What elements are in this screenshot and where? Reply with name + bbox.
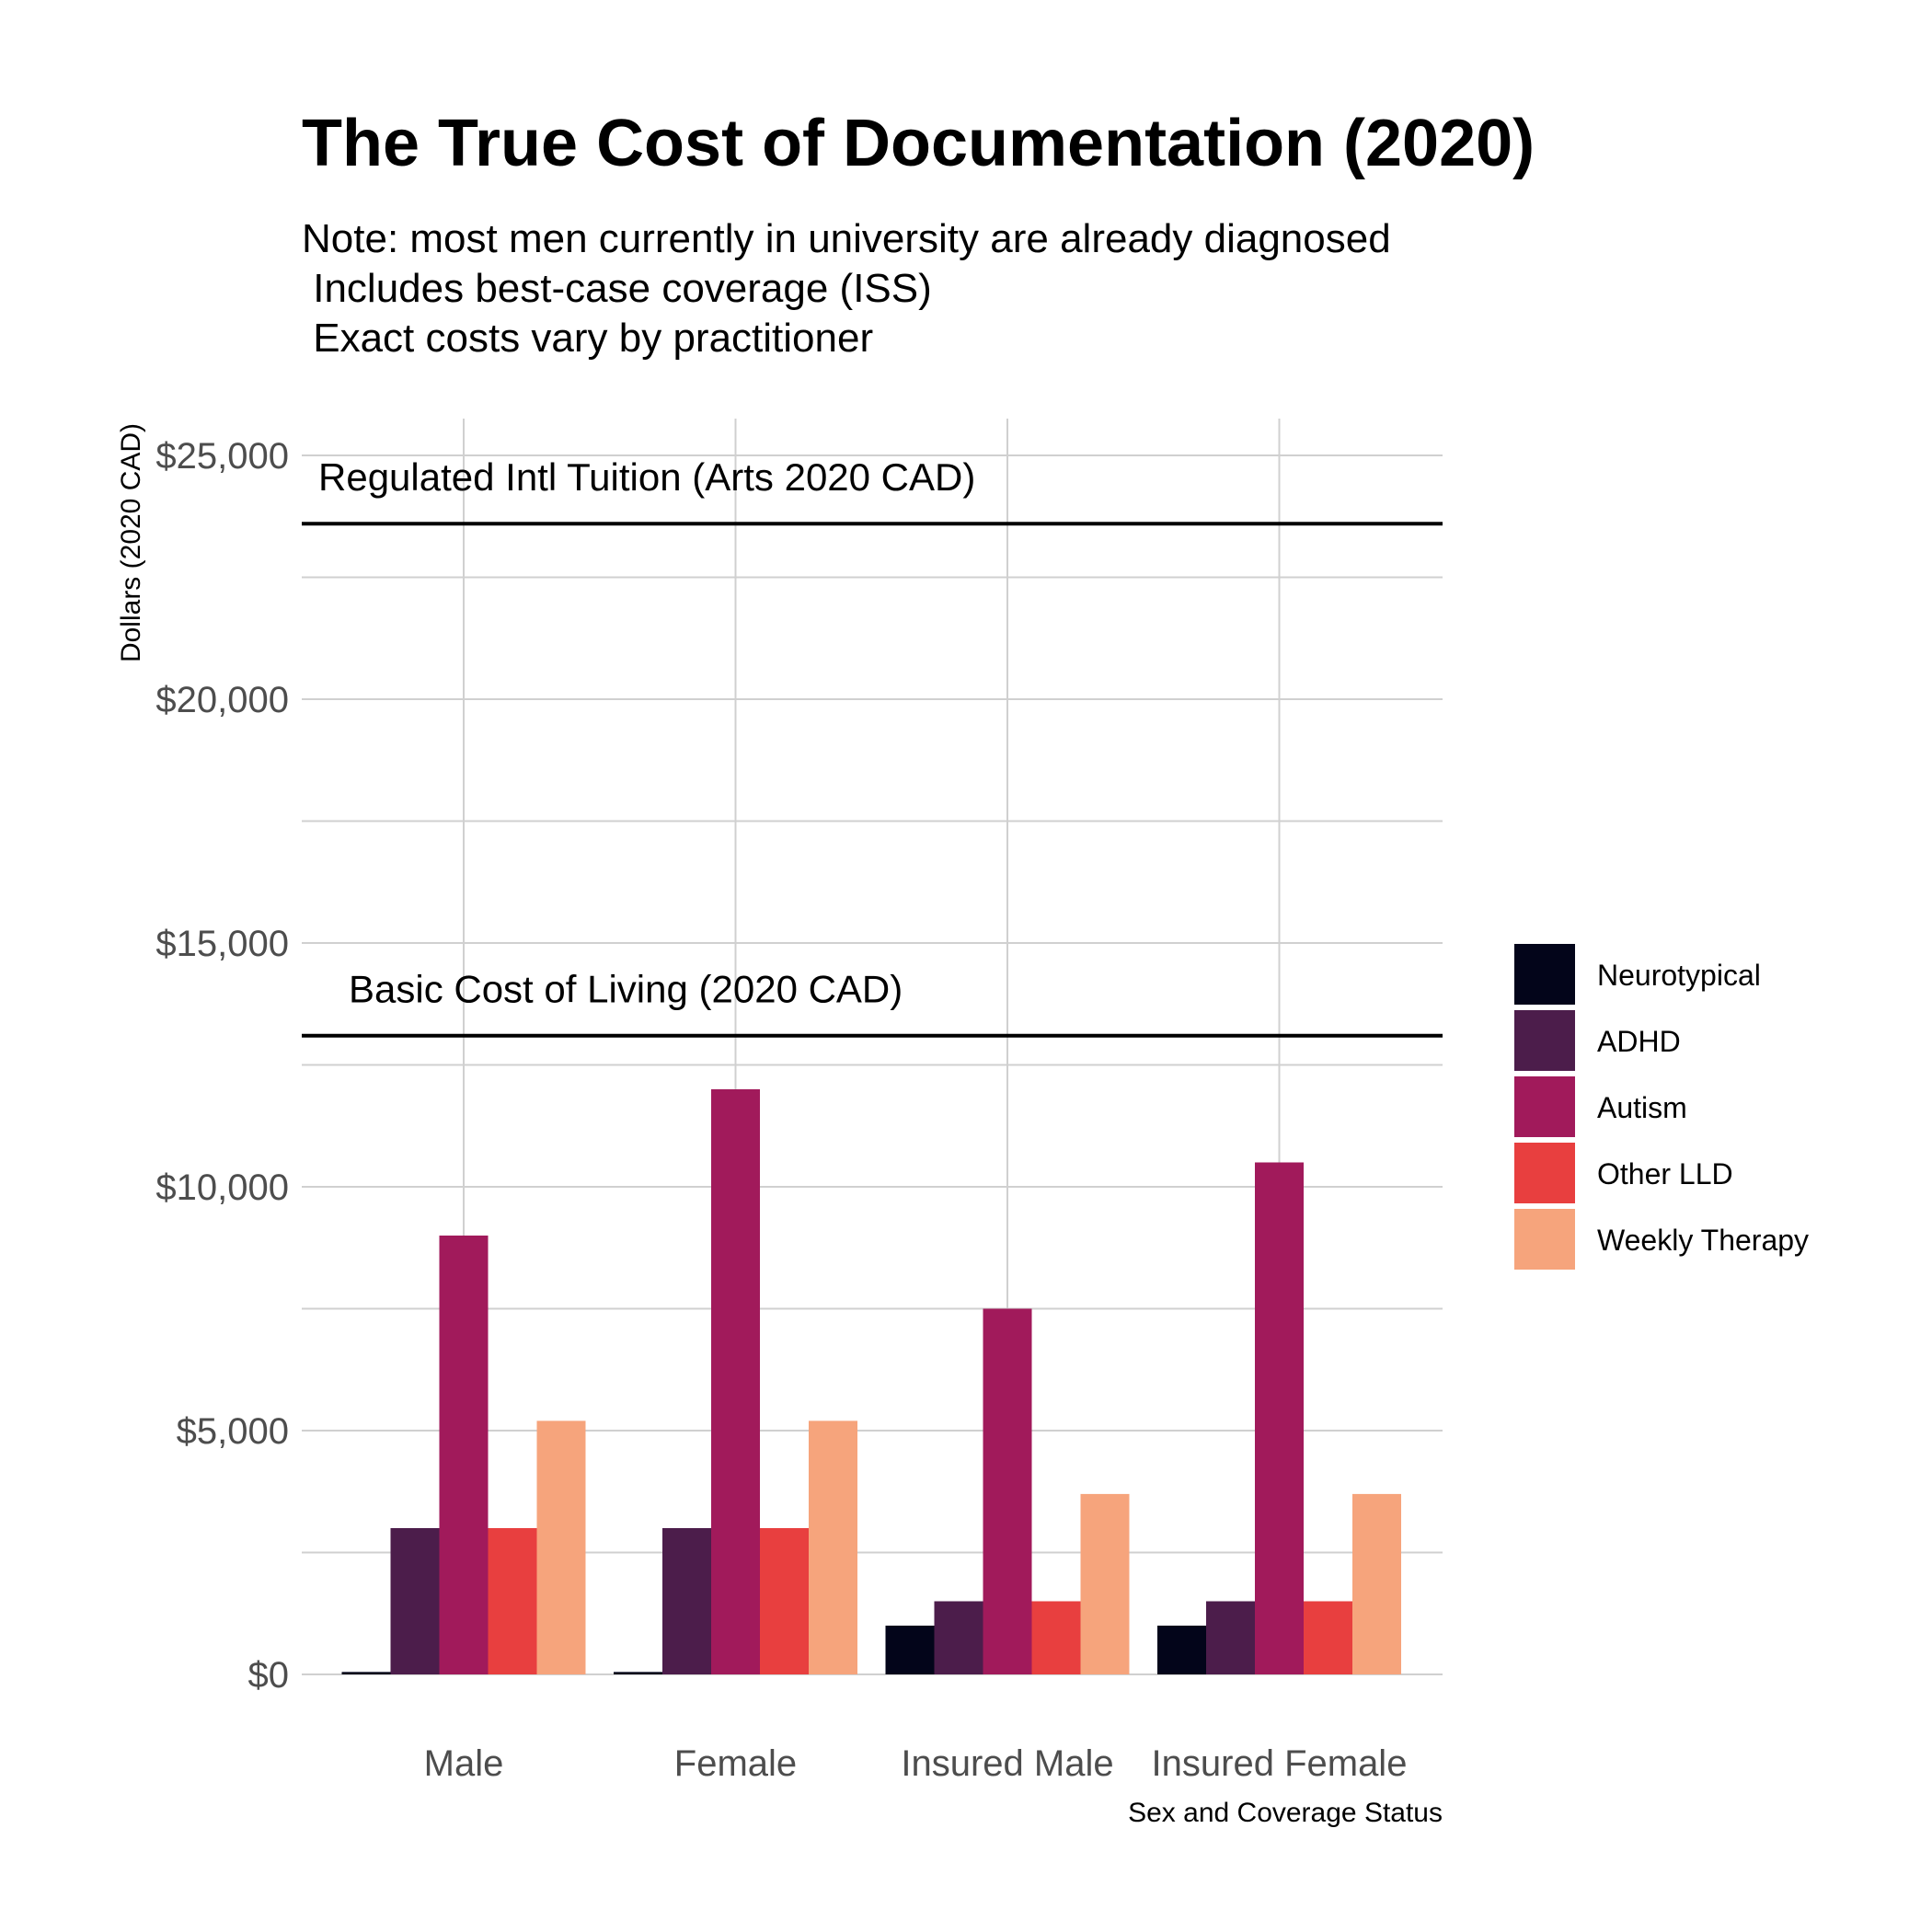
bars bbox=[341, 1089, 1401, 1674]
bar bbox=[341, 1672, 391, 1674]
bar bbox=[488, 1528, 537, 1674]
bar bbox=[536, 1420, 586, 1674]
bar bbox=[983, 1308, 1032, 1674]
x-tick-label: Male bbox=[424, 1743, 504, 1784]
bar bbox=[1206, 1601, 1255, 1674]
y-tick-label: $20,000 bbox=[155, 680, 289, 720]
bar bbox=[711, 1089, 760, 1674]
bar bbox=[934, 1601, 983, 1674]
legend-swatch bbox=[1514, 944, 1575, 1005]
bar bbox=[390, 1528, 440, 1674]
legend-swatch bbox=[1514, 1010, 1575, 1071]
chart-subtitle-line-2: Includes best-case coverage (ISS) bbox=[302, 266, 932, 311]
legend-label: Autism bbox=[1597, 1091, 1687, 1124]
y-tick-label: $25,000 bbox=[155, 436, 289, 477]
bar bbox=[1080, 1493, 1130, 1674]
x-tick-label: Insured Female bbox=[1152, 1743, 1408, 1784]
legend-swatch bbox=[1514, 1209, 1575, 1270]
y-tick-label: $10,000 bbox=[155, 1167, 289, 1208]
y-tick-label: $15,000 bbox=[155, 924, 289, 964]
bar bbox=[1255, 1162, 1304, 1674]
y-tick-label: $5,000 bbox=[177, 1411, 289, 1452]
chart-title: The True Cost of Documentation (2020) bbox=[302, 107, 1535, 180]
bar bbox=[439, 1236, 489, 1674]
chart-subtitle-line-3: Exact costs vary by practitioner bbox=[302, 316, 873, 361]
legend-swatch bbox=[1514, 1143, 1575, 1203]
bar bbox=[885, 1626, 935, 1674]
bar bbox=[809, 1420, 857, 1674]
legend-label: Other LLD bbox=[1597, 1157, 1733, 1190]
y-axis-title: Dollars (2020 CAD) bbox=[116, 423, 146, 662]
legend-label: Weekly Therapy bbox=[1597, 1224, 1809, 1257]
reference-line-label: Basic Cost of Living (2020 CAD) bbox=[349, 968, 903, 1011]
legend-swatch bbox=[1514, 1076, 1575, 1137]
x-axis: Male Female Insured Male Insured Female bbox=[424, 1743, 1408, 1784]
bar bbox=[1157, 1626, 1206, 1674]
legend-label: Neurotypical bbox=[1597, 959, 1761, 992]
bar bbox=[614, 1672, 662, 1674]
bar bbox=[1304, 1601, 1352, 1674]
reference-line-label: Regulated Intl Tuition (Arts 2020 CAD) bbox=[318, 455, 975, 499]
bar bbox=[662, 1528, 711, 1674]
x-axis-title: Sex and Coverage Status bbox=[1128, 1798, 1443, 1828]
chart-subtitle-line-1: Note: most men currently in university a… bbox=[302, 216, 1391, 261]
x-tick-label: Female bbox=[674, 1743, 797, 1784]
reference-lines: Regulated Intl Tuition (Arts 2020 CAD) Ba… bbox=[302, 455, 1443, 1038]
legend-label: ADHD bbox=[1597, 1025, 1681, 1058]
bar bbox=[760, 1528, 809, 1674]
x-tick-label: Insured Male bbox=[901, 1743, 1113, 1784]
y-tick-label: $0 bbox=[248, 1655, 290, 1696]
y-axis: $0 $5,000 $10,000 $15,000 $20,000 $25,000 bbox=[155, 436, 289, 1696]
bar bbox=[1031, 1601, 1081, 1674]
bar bbox=[1352, 1493, 1401, 1674]
legend: Neurotypical ADHD Autism Other LLD Weekly Th… bbox=[1514, 944, 1809, 1270]
